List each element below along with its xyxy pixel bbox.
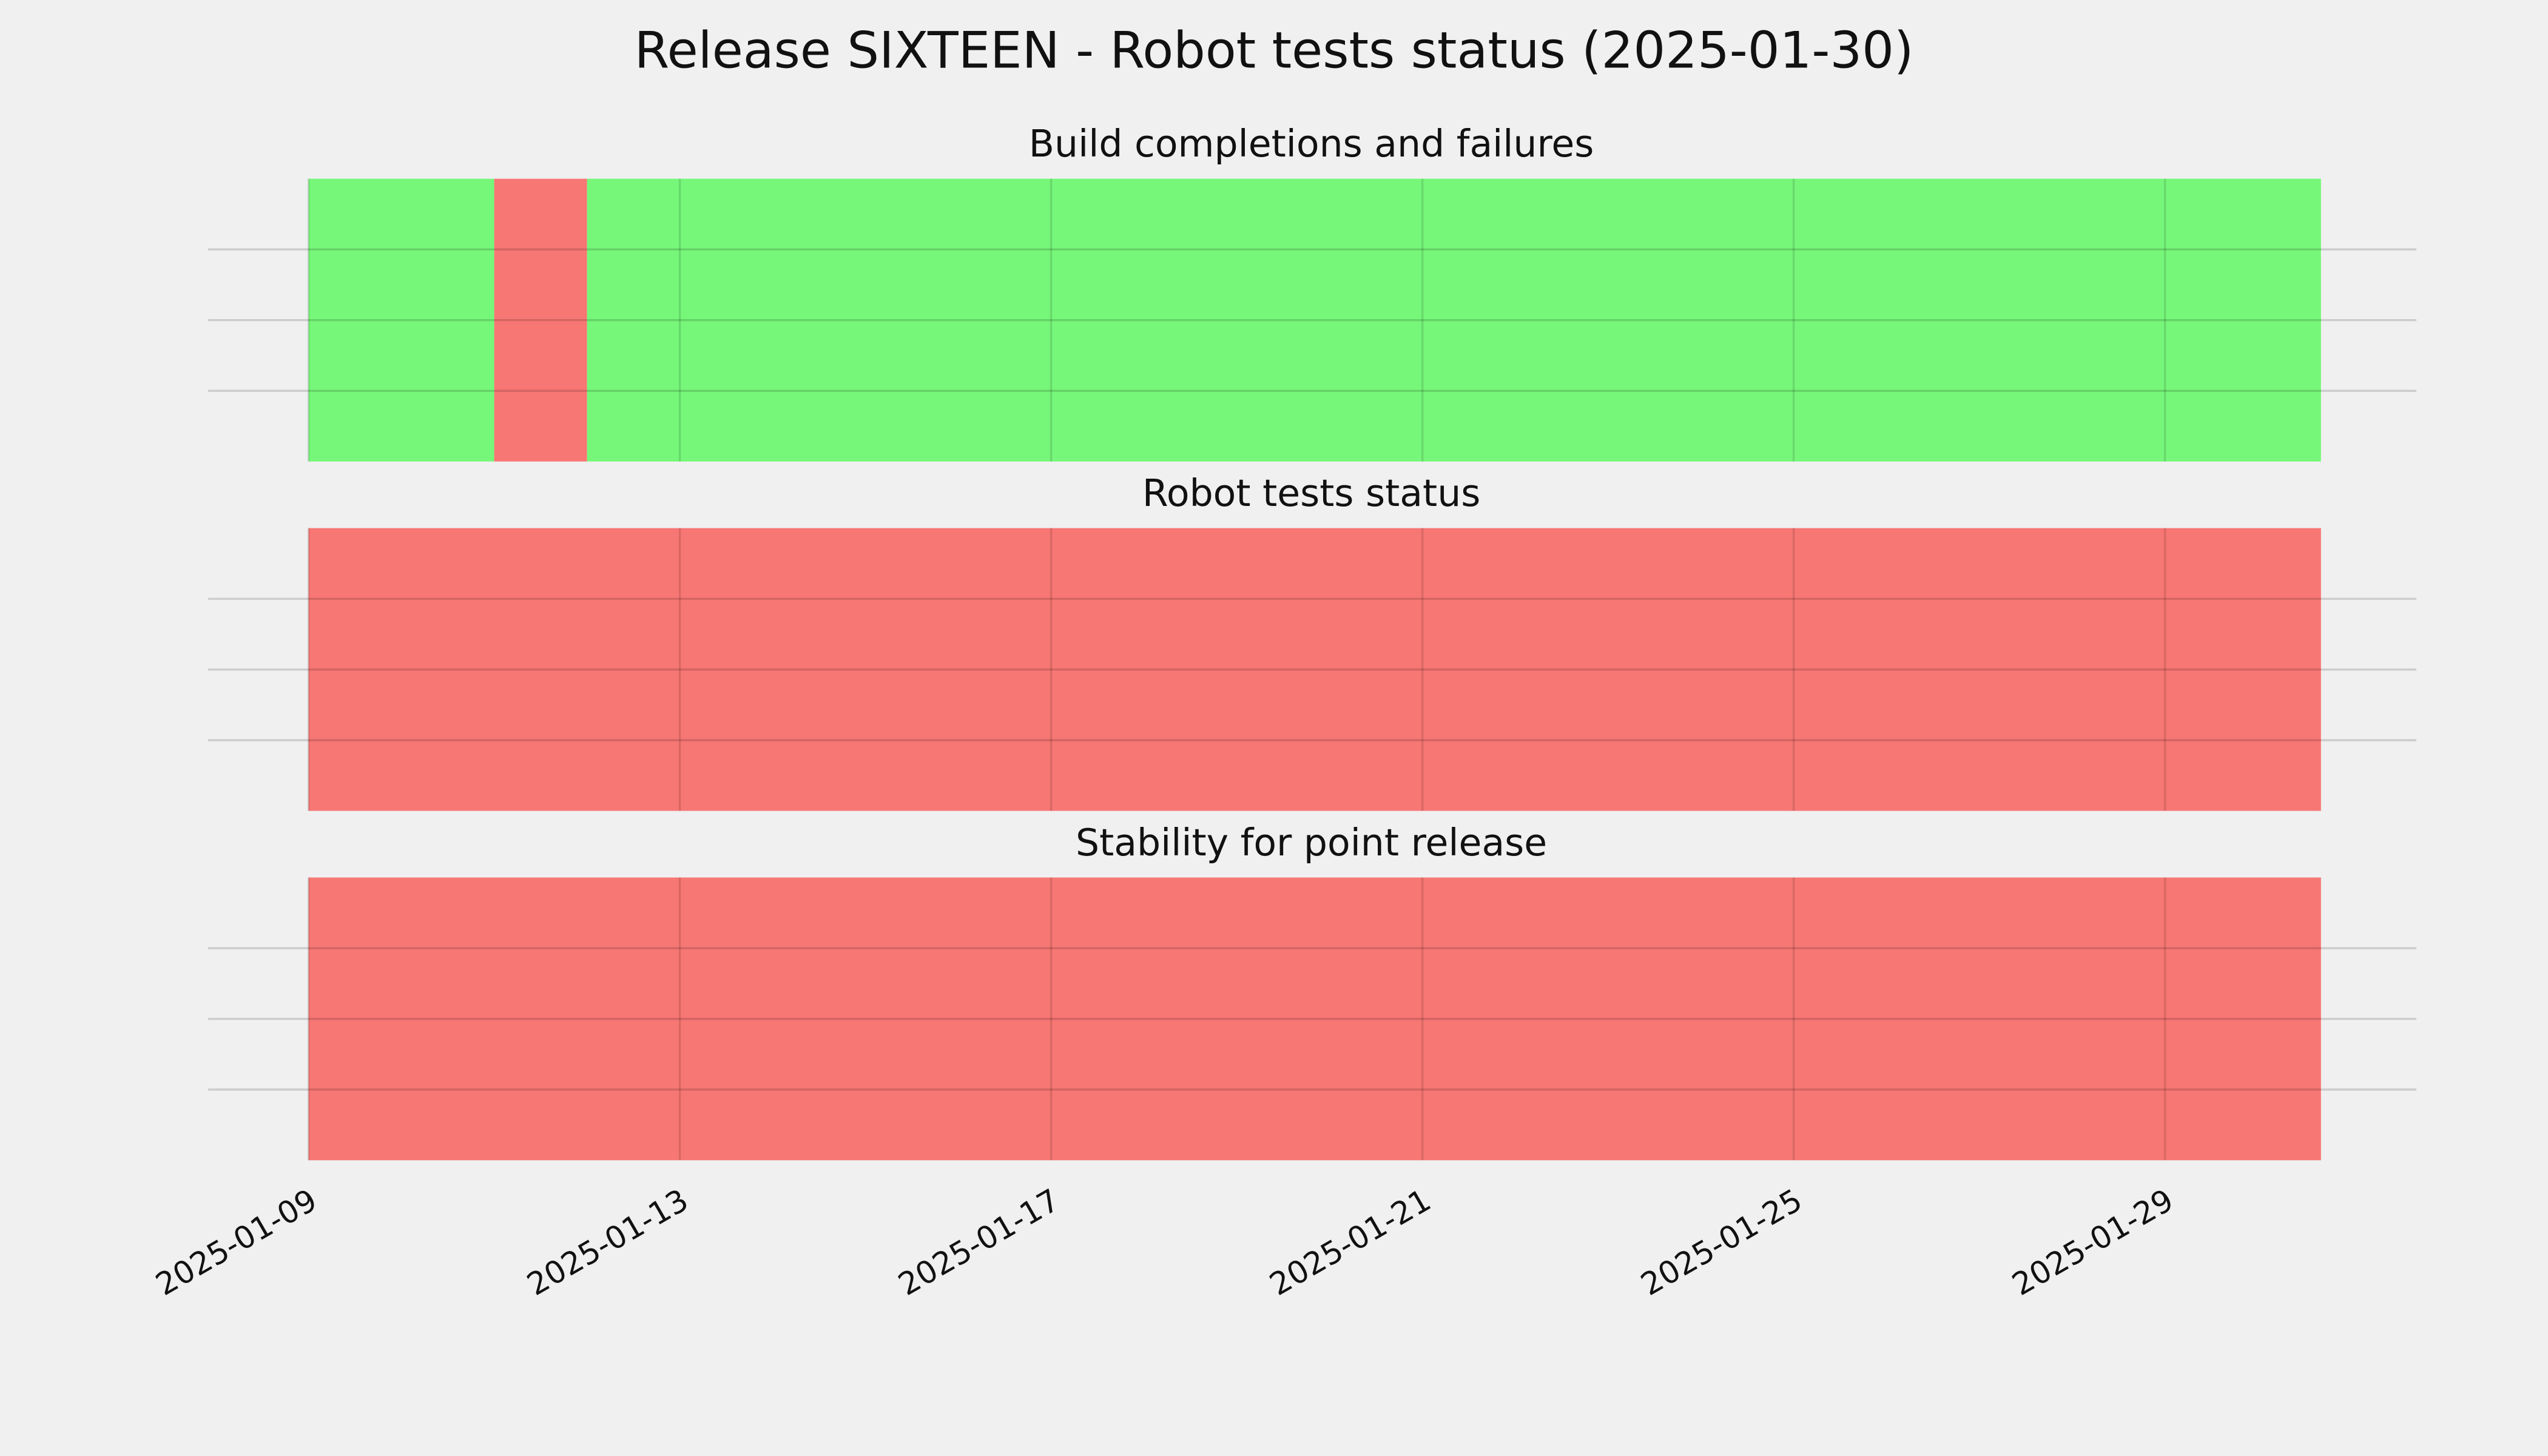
status-span — [308, 528, 2321, 811]
status-span — [587, 178, 2321, 462]
panel-title: Build completions and failures — [1029, 122, 1594, 166]
chart-title: Release SIXTEEN - Robot tests status (20… — [635, 21, 1914, 79]
panel-title: Robot tests status — [1142, 471, 1480, 515]
status-span — [308, 877, 2321, 1161]
panel-title: Stability for point release — [1076, 821, 1547, 864]
status-span — [308, 178, 494, 462]
status-span — [494, 178, 587, 462]
